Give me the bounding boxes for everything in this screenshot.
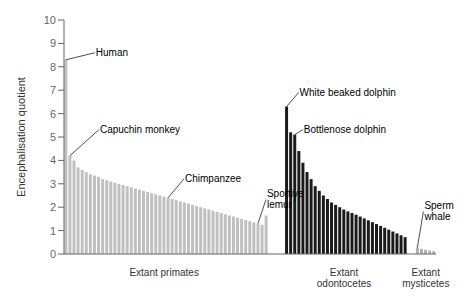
svg-text:Sportivelemur: Sportivelemur [267,188,304,210]
svg-text:9: 9 [50,37,56,49]
svg-text:5: 5 [50,131,56,143]
svg-text:Encephalisation quotient: Encephalisation quotient [15,77,27,197]
svg-text:2: 2 [50,201,56,213]
svg-text:0: 0 [50,248,56,260]
svg-text:Extant primates: Extant primates [129,267,198,278]
svg-text:3: 3 [50,178,56,190]
svg-text:Chimpanzee: Chimpanzee [185,172,242,183]
svg-text:7: 7 [50,84,56,96]
svg-text:Extantodontocetes: Extantodontocetes [317,267,372,289]
svg-text:1: 1 [50,225,56,237]
svg-text:White beaked dolphin: White beaked dolphin [300,86,396,97]
svg-text:8: 8 [50,61,56,73]
svg-text:4: 4 [50,154,56,166]
svg-text:Spermwhale: Spermwhale [423,200,453,222]
svg-text:10: 10 [44,14,56,26]
svg-text:Extantmysticetes: Extantmysticetes [402,267,449,289]
svg-text:Capuchin monkey: Capuchin monkey [100,123,180,134]
svg-text:6: 6 [50,108,56,120]
svg-text:Human: Human [96,46,128,57]
svg-text:Bottlenose dolphin: Bottlenose dolphin [304,123,386,134]
